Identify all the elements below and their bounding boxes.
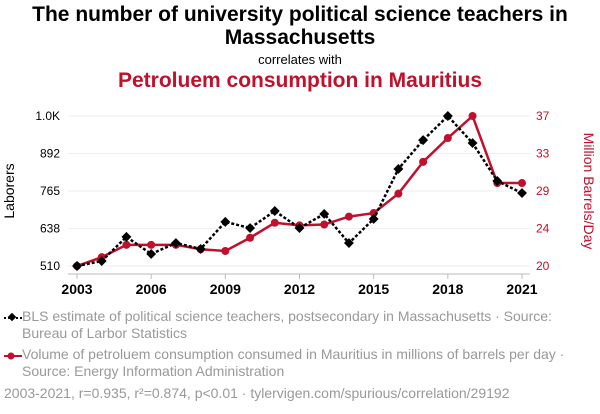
data-point-petroleum (221, 247, 230, 255)
data-point-teachers (517, 188, 527, 199)
data-point-teachers (121, 231, 132, 242)
x-tick-label: 2009 (210, 281, 241, 297)
data-point-petroleum (147, 240, 156, 249)
data-point-teachers (220, 216, 231, 227)
data-point-teachers (245, 223, 256, 234)
legend-item-black: BLS estimate of political science teache… (4, 308, 594, 342)
y-left-tick-label: 510 (40, 259, 60, 273)
data-point-petroleum (419, 157, 428, 166)
y-left-axis-label: Laborers (1, 163, 17, 218)
chart-subtitle: correlates with (258, 52, 342, 67)
y-left-tick-label: 765 (40, 184, 60, 198)
y-left-tick-label: 638 (40, 222, 60, 236)
data-point-teachers (467, 138, 478, 149)
y-right-axis-label: Million Barrels/Day (581, 133, 597, 250)
data-point-teachers (393, 163, 404, 174)
chart-title: The number of university political scien… (32, 3, 568, 49)
data-point-teachers (72, 261, 82, 271)
legend-label: Volume of petroluem consumption consumed… (22, 346, 565, 379)
x-tick-label: 2015 (358, 281, 389, 297)
y-right-tick-label: 29 (536, 184, 550, 198)
legend-item-red: Volume of petroluem consumption consumed… (4, 346, 594, 380)
data-point-petroleum (344, 212, 353, 221)
data-point-petroleum (320, 220, 329, 229)
x-tick-label: 2018 (432, 281, 463, 297)
black-diamond-marker-icon (4, 313, 22, 322)
y-right-tick-label: 24 (536, 222, 550, 236)
data-point-teachers (170, 238, 181, 249)
x-tick-label: 2012 (284, 281, 315, 297)
data-point-teachers (343, 238, 354, 249)
data-point-petroleum (369, 209, 378, 218)
data-point-petroleum (518, 179, 526, 188)
data-point-teachers (368, 213, 379, 224)
data-point-teachers (146, 248, 157, 259)
data-point-petroleum (270, 218, 279, 227)
data-point-teachers (195, 243, 206, 254)
data-point-teachers (442, 111, 453, 121)
data-point-teachers (418, 135, 429, 146)
red-circle-marker-icon (4, 352, 22, 360)
data-point-petroleum (468, 112, 477, 120)
data-point-petroleum (394, 189, 403, 198)
legend-label: BLS estimate of political science teache… (22, 308, 552, 341)
data-point-teachers (492, 176, 503, 186)
footer-text: 2003-2021, r=0.935, r²=0.874, p<0.01 · t… (4, 385, 510, 401)
chart-plot: 510 638 765 892 1.0K 20 24 29 33 37 2003 2006 2009 20… (1, 109, 597, 297)
x-tick-label: 2003 (61, 281, 92, 297)
y-right-tick-label: 33 (536, 147, 550, 161)
y-left-tick-label: 892 (40, 147, 60, 161)
data-point-petroleum (122, 240, 131, 249)
chart-title-2: Petroluem consumption in Mauritius (117, 69, 483, 92)
data-point-teachers (319, 208, 330, 219)
y-right-tick-label: 37 (536, 109, 550, 123)
data-point-teachers (294, 223, 305, 234)
data-point-petroleum (246, 233, 255, 242)
data-point-teachers (269, 206, 280, 216)
y-right-tick-label: 20 (536, 259, 550, 273)
x-tick-label: 2006 (136, 281, 167, 297)
y-left-tick-label: 1.0K (35, 109, 60, 123)
data-point-petroleum (443, 134, 452, 143)
x-tick-label: 2021 (506, 281, 537, 297)
